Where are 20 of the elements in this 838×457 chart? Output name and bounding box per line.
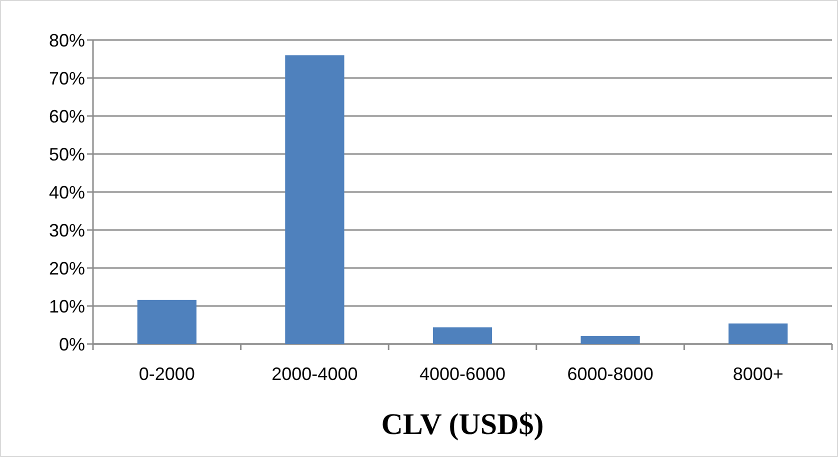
bar	[728, 323, 788, 344]
bar	[137, 300, 196, 344]
bar	[432, 327, 492, 344]
y-tick-label: 60%	[48, 106, 85, 126]
x-tick-label: 0-2000	[138, 364, 195, 384]
y-tick-label: 30%	[48, 220, 85, 240]
y-tick-label: 40%	[48, 182, 85, 202]
bar	[580, 336, 640, 344]
x-tick-label: 2000-4000	[272, 364, 358, 384]
x-axis-title: CLV (USD$)	[381, 408, 544, 441]
y-tick-label: 70%	[48, 68, 85, 88]
y-tick-label: 50%	[48, 144, 85, 164]
x-tick-label: 4000-6000	[419, 364, 506, 384]
y-tick-label: 0%	[58, 334, 85, 354]
y-tick-label: 80%	[48, 30, 85, 50]
y-tick-label: 10%	[48, 296, 85, 316]
bar	[285, 55, 344, 344]
x-tick-label: 6000-8000	[567, 364, 654, 384]
x-tick-label: 8000+	[732, 364, 784, 384]
y-tick-label: 20%	[48, 258, 85, 278]
